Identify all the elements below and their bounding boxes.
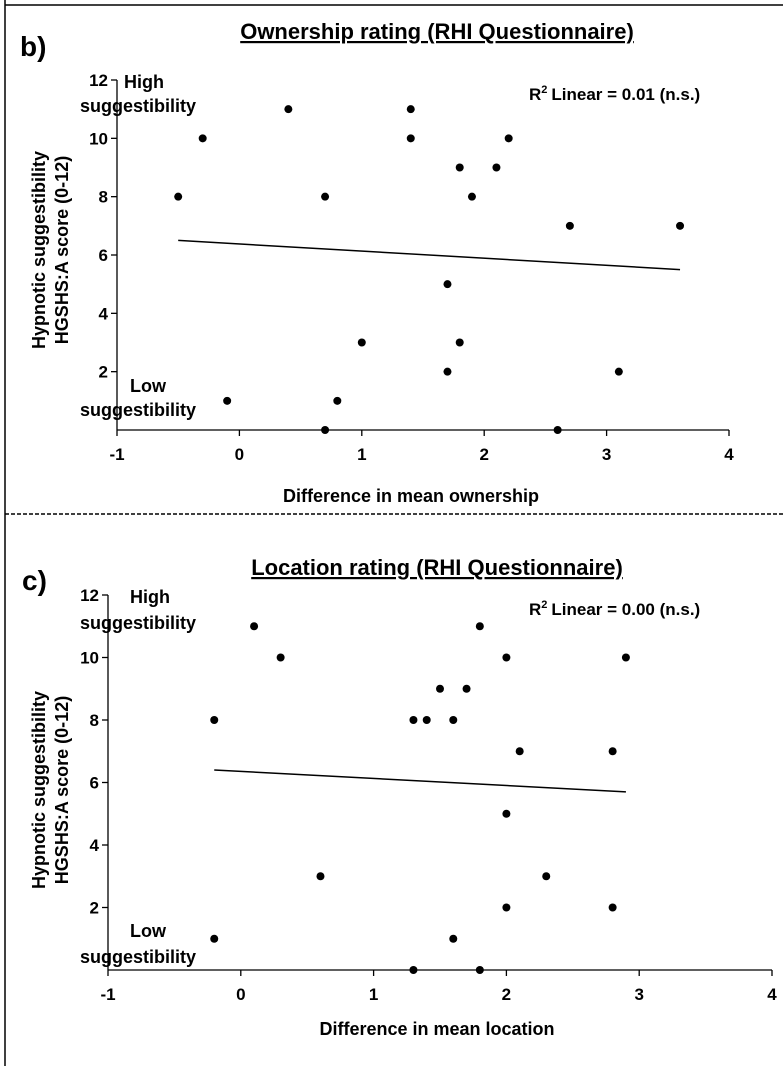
panel-label: b): [20, 31, 46, 62]
data-point: [321, 192, 330, 201]
data-point: [198, 134, 207, 143]
panel-label: c): [22, 565, 47, 596]
data-point: [436, 684, 444, 693]
data-point: [608, 903, 617, 912]
fit-line: [214, 769, 626, 793]
svg-text:Hypnotic suggestibility: Hypnotic suggestibility: [29, 691, 49, 889]
y-tick-label: 12: [89, 71, 108, 90]
data-point: [553, 426, 562, 434]
data-point: [250, 622, 259, 631]
y-tick-label: 6: [90, 774, 99, 793]
data-point: [502, 809, 511, 818]
x-axis-label: Difference in mean ownership: [283, 486, 539, 506]
data-point: [449, 934, 458, 943]
data-point: [621, 653, 630, 662]
y-tick-label: 6: [99, 246, 108, 265]
x-tick-label: 3: [602, 445, 611, 464]
y-tick-label: 12: [80, 586, 99, 605]
x-tick-label: 4: [724, 445, 734, 464]
data-point: [475, 966, 484, 974]
data-point: [409, 966, 418, 974]
x-tick-label: 2: [479, 445, 488, 464]
y-tick-label: 8: [90, 711, 99, 730]
data-point: [284, 105, 293, 114]
x-tick-label: 4: [767, 985, 777, 1004]
x-tick-label: 2: [502, 985, 511, 1004]
data-point: [443, 367, 452, 376]
y-tick-label: 10: [89, 129, 108, 148]
r2-annotation: R2 Linear = 0.00 (n.s.): [529, 599, 700, 619]
x-tick-label: 0: [236, 985, 245, 1004]
data-point: [462, 684, 471, 693]
data-point: [504, 134, 513, 143]
x-tick-label: 1: [357, 445, 366, 464]
r2-annotation: R2 Linear = 0.01 (n.s.): [529, 84, 700, 104]
svg-text:HGSHS:A score (0-12): HGSHS:A score (0-12): [52, 156, 72, 344]
y-tick-label: 10: [80, 649, 99, 668]
data-point: [492, 163, 501, 172]
data-point: [357, 338, 366, 347]
x-tick-label: -1: [109, 445, 124, 464]
data-point: [210, 934, 219, 943]
y-tick-label: 2: [90, 899, 99, 918]
data-point: [443, 280, 452, 289]
x-tick-label: 1: [369, 985, 378, 1004]
y-tick-label: 2: [99, 363, 108, 382]
data-point: [608, 747, 617, 756]
data-point: [321, 426, 330, 434]
high-suggestibility-label: High suggestibility: [80, 587, 196, 633]
svg-text:Hypnotic suggestibility: Hypnotic suggestibility: [29, 151, 49, 349]
data-point: [542, 872, 551, 881]
x-tick-label: 3: [634, 985, 643, 1004]
data-point: [406, 105, 415, 114]
data-point: [502, 653, 511, 662]
x-axis-label: Difference in mean location: [319, 1019, 554, 1039]
data-point: [565, 221, 574, 230]
chart-title: Ownership rating (RHI Questionnaire): [240, 19, 634, 44]
y-tick-label: 4: [90, 836, 100, 855]
data-point: [455, 163, 464, 172]
x-tick-label: -1: [100, 985, 115, 1004]
low-suggestibility-label: Low suggestibility: [80, 921, 196, 967]
data-point: [449, 716, 458, 724]
data-point: [333, 396, 342, 405]
low-suggestibility-label: Low suggestibility: [80, 376, 196, 420]
high-suggestibility-label: High suggestibility: [80, 72, 196, 116]
data-point: [475, 622, 484, 631]
data-point: [614, 367, 623, 376]
panel-ownership: b) Ownership rating (RHI Questionnaire) …: [20, 19, 734, 506]
svg-text:HGSHS:A score (0-12): HGSHS:A score (0-12): [52, 696, 72, 884]
data-point: [515, 747, 524, 756]
y-tick-label: 8: [99, 188, 108, 207]
data-point: [409, 716, 418, 724]
y-axis-label: Hypnotic suggestibility HGSHS:A score (0…: [29, 691, 72, 889]
data-point: [455, 338, 464, 347]
data-point: [422, 716, 431, 724]
panel-location: c) Location rating (RHI Questionnaire) H…: [22, 555, 777, 1039]
data-point: [467, 192, 476, 201]
chart-title: Location rating (RHI Questionnaire): [251, 555, 623, 580]
fit-line: [178, 239, 681, 271]
data-point: [223, 396, 232, 405]
y-tick-label: 4: [99, 304, 109, 323]
x-tick-label: 0: [235, 445, 244, 464]
data-point: [406, 134, 415, 143]
y-axis-label: Hypnotic suggestibility HGSHS:A score (0…: [29, 151, 72, 349]
data-point: [276, 653, 285, 662]
data-point: [174, 192, 183, 201]
data-point: [316, 872, 325, 881]
data-point: [502, 903, 511, 912]
data-point: [676, 221, 685, 230]
data-point: [210, 716, 219, 724]
